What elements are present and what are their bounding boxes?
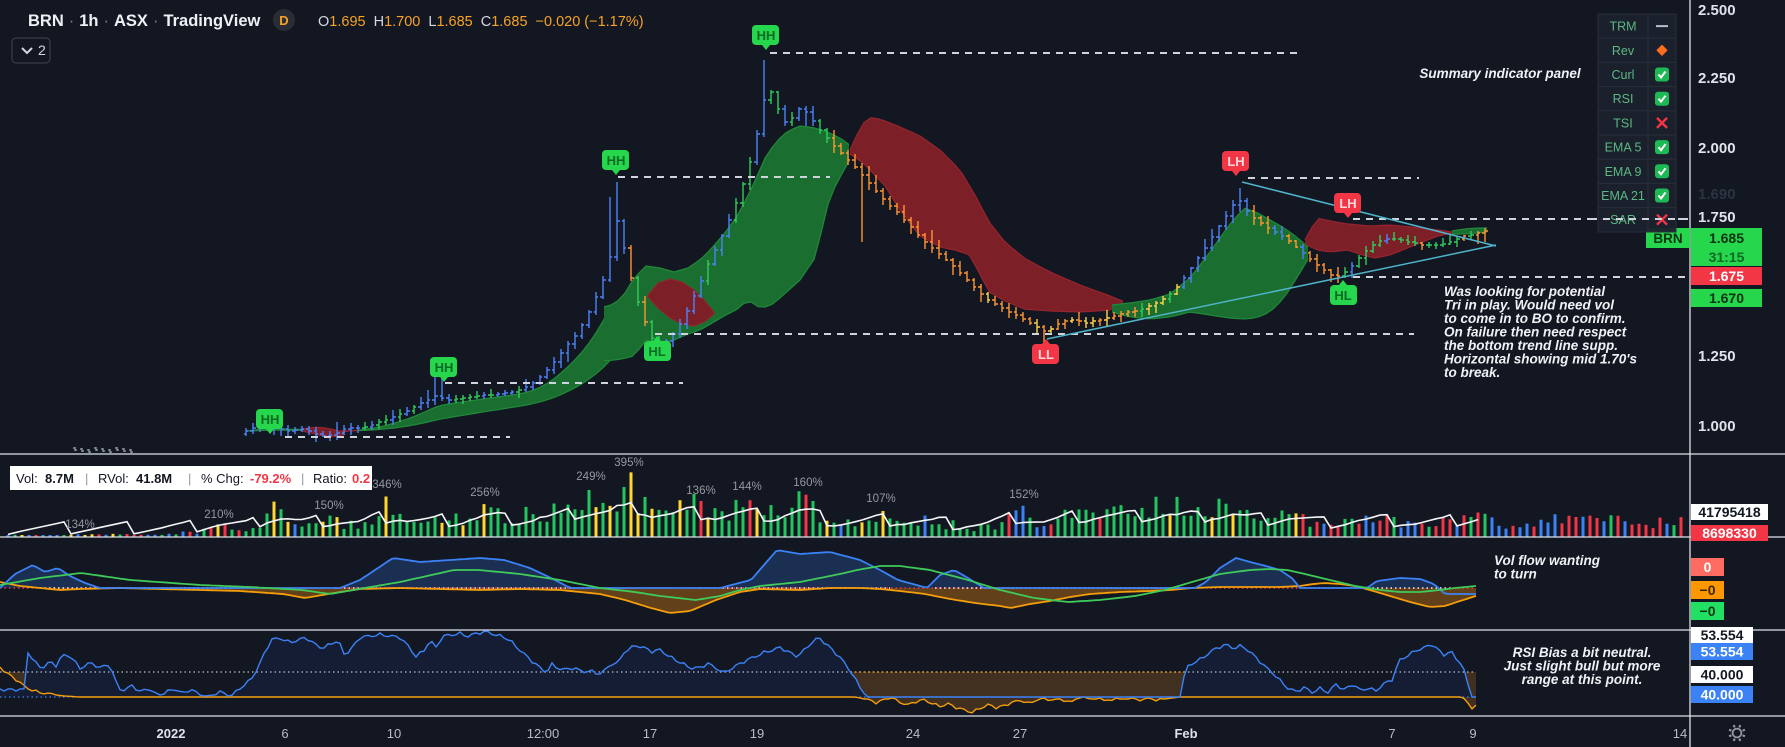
svg-text:HL: HL (1334, 288, 1351, 303)
svg-text:Feb: Feb (1174, 726, 1197, 741)
svg-text:Summary indicator panel: Summary indicator panel (1419, 66, 1581, 81)
svg-text:−0: −0 (1700, 582, 1716, 598)
svg-text:8698330: 8698330 (1702, 525, 1757, 541)
svg-text:EMA 5: EMA 5 (1605, 141, 1642, 155)
svg-text:RSI Bias a bit neutral.Just sl: RSI Bias a bit neutral. Just slight bull … (1504, 645, 1661, 687)
svg-text:TSI: TSI (1613, 116, 1632, 130)
svg-text:2.500: 2.500 (1698, 2, 1736, 19)
svg-text:9: 9 (1469, 726, 1476, 741)
svg-text:1.670: 1.670 (1709, 290, 1744, 306)
svg-text:2: 2 (38, 42, 46, 58)
svg-text:40.000: 40.000 (1701, 687, 1744, 703)
svg-text:53.554: 53.554 (1701, 644, 1744, 660)
svg-text:BRN: BRN (1653, 231, 1682, 246)
svg-text:0: 0 (1704, 559, 1712, 575)
svg-text:1.690: 1.690 (1698, 186, 1736, 203)
svg-text:−0: −0 (1700, 603, 1716, 619)
svg-text:1.685: 1.685 (1709, 230, 1744, 246)
svg-text:24: 24 (906, 726, 920, 741)
svg-text:BRN·1h·ASX·TradingView: BRN · 1h · ASX · TradingView (28, 12, 261, 30)
svg-text:1.675: 1.675 (1709, 268, 1744, 284)
svg-text:6: 6 (281, 726, 288, 741)
svg-text:1.750: 1.750 (1698, 209, 1736, 226)
svg-text:2022: 2022 (157, 726, 186, 741)
svg-text:10: 10 (387, 726, 401, 741)
svg-text:HL: HL (648, 344, 665, 359)
svg-text:7: 7 (1388, 726, 1395, 741)
svg-text:19: 19 (750, 726, 764, 741)
svg-text:27: 27 (1013, 726, 1027, 741)
svg-text:HH: HH (607, 153, 626, 168)
svg-text:SAR: SAR (1610, 213, 1636, 227)
svg-text:HH: HH (435, 360, 454, 375)
svg-text:53.554: 53.554 (1701, 627, 1744, 643)
svg-text:Rev: Rev (1612, 44, 1635, 58)
svg-text:14: 14 (1673, 726, 1687, 741)
svg-text:Curl: Curl (1612, 68, 1635, 82)
svg-text:TRM: TRM (1609, 20, 1636, 34)
svg-text:D: D (279, 13, 288, 28)
svg-text:Vol:8.7M|RVol:41.8M|% Chg:-79.: Vol: 8.7M | RVol: 41.8M |% Chg: -79.2% | Ratio: 0… (16, 471, 370, 486)
svg-text:12:00: 12:00 (527, 726, 560, 741)
svg-text:LH: LH (1227, 154, 1244, 169)
svg-text:LL: LL (1038, 347, 1054, 362)
svg-text:EMA 21: EMA 21 (1601, 189, 1645, 203)
svg-text:RSI: RSI (1613, 92, 1634, 106)
svg-text:41795418: 41795418 (1698, 504, 1761, 520)
svg-text:31:15: 31:15 (1709, 249, 1745, 265)
svg-text:2.000: 2.000 (1698, 140, 1736, 157)
svg-text:40.000: 40.000 (1701, 667, 1744, 683)
svg-text:HH: HH (757, 28, 776, 43)
svg-text:17: 17 (643, 726, 657, 741)
svg-text:HH: HH (261, 412, 280, 427)
svg-text:EMA 9: EMA 9 (1605, 165, 1642, 179)
svg-text:1.250: 1.250 (1698, 348, 1736, 365)
svg-text:2.250: 2.250 (1698, 70, 1736, 87)
svg-text:1.000: 1.000 (1698, 418, 1736, 435)
svg-text:LH: LH (1339, 196, 1356, 211)
